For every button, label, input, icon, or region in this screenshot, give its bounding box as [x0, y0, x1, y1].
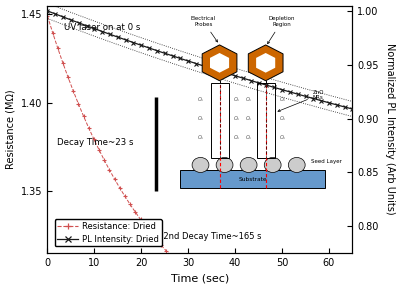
Polygon shape	[202, 45, 237, 81]
Text: $O_s$: $O_s$	[279, 114, 286, 123]
Text: $O_s$: $O_s$	[233, 114, 240, 123]
X-axis label: Time (sec): Time (sec)	[171, 273, 229, 284]
Polygon shape	[256, 53, 275, 73]
Bar	[211, 83, 229, 158]
Bar	[257, 83, 275, 158]
Circle shape	[216, 158, 233, 173]
Text: Seed Layer: Seed Layer	[311, 159, 342, 164]
Y-axis label: Resistance (MΩ): Resistance (MΩ)	[6, 90, 16, 169]
Polygon shape	[210, 53, 229, 73]
Legend: Resistance: Dried, PL Intensity: Dried: Resistance: Dried, PL Intensity: Dried	[55, 219, 162, 247]
Text: $O_s$: $O_s$	[197, 95, 204, 104]
Circle shape	[240, 158, 257, 173]
Text: $O_s$: $O_s$	[245, 114, 252, 123]
Text: PL 2nd Decay Time~165 s: PL 2nd Decay Time~165 s	[151, 232, 261, 241]
Text: $O_s$: $O_s$	[197, 114, 204, 123]
Text: Depletion
Region: Depletion Region	[267, 16, 295, 44]
Text: $O_s$: $O_s$	[279, 133, 286, 142]
Text: Decay Time~23 s: Decay Time~23 s	[57, 138, 134, 147]
Text: UV laser on at 0 s: UV laser on at 0 s	[64, 23, 140, 32]
Text: $O_s$: $O_s$	[245, 95, 252, 104]
Text: Substrate: Substrate	[238, 177, 267, 182]
Text: $O_s$: $O_s$	[233, 133, 240, 142]
Text: $O_s$: $O_s$	[245, 133, 252, 142]
Text: Electrical
Probes: Electrical Probes	[191, 16, 217, 42]
Circle shape	[192, 158, 209, 173]
Circle shape	[264, 158, 281, 173]
Text: $O_s$: $O_s$	[197, 133, 204, 142]
Bar	[180, 170, 325, 188]
Text: ZnO
NRs: ZnO NRs	[278, 90, 324, 112]
Text: $O_s$: $O_s$	[233, 95, 240, 104]
Polygon shape	[248, 45, 283, 81]
Circle shape	[288, 158, 305, 173]
Text: $O_s$: $O_s$	[279, 95, 286, 104]
Y-axis label: Normalized PL Intensity (Arb Units): Normalized PL Intensity (Arb Units)	[385, 43, 395, 215]
